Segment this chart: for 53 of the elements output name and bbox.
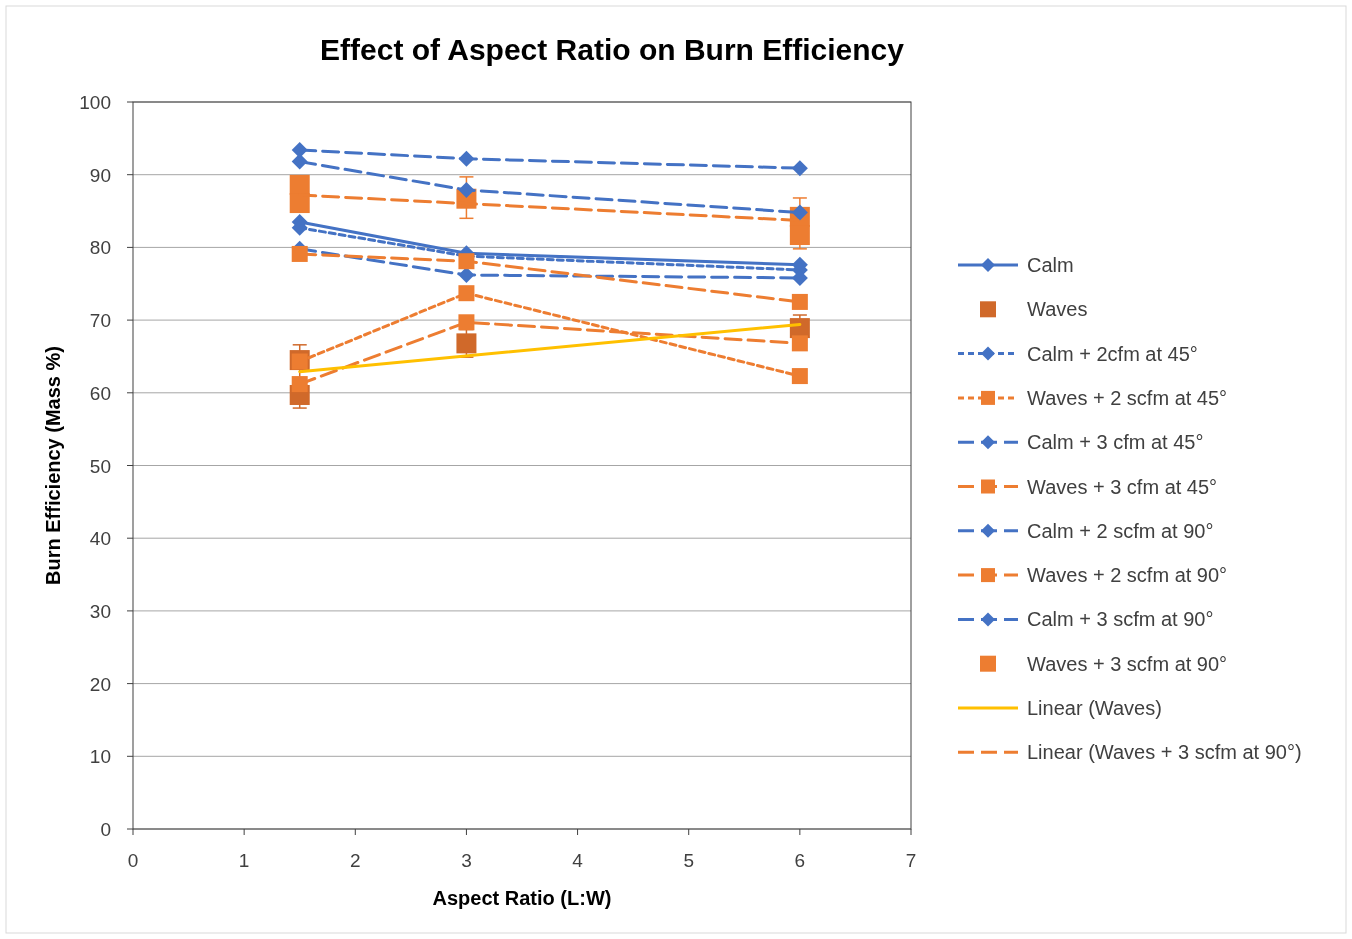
- y-tick-label: 80: [89, 237, 111, 259]
- point: [458, 314, 475, 331]
- point: [291, 141, 308, 158]
- point: [791, 335, 808, 352]
- point: [291, 245, 308, 262]
- x-tick-label: 5: [683, 850, 694, 871]
- x-tick-label: 6: [794, 850, 806, 871]
- x-tick-label: 7: [905, 850, 917, 871]
- x-tick-label: 1: [238, 850, 250, 871]
- x-tick-label: 0: [127, 850, 139, 871]
- point: [291, 376, 308, 393]
- legend-label: Waves + 3 scfm at 90°: [1027, 652, 1228, 675]
- y-axis-title: Burn Efficiency (Mass %): [42, 346, 64, 585]
- x-tick-label: 4: [572, 850, 584, 871]
- point: [291, 153, 308, 170]
- legend-label: Calm: [1027, 254, 1074, 276]
- point: [791, 160, 808, 177]
- point: [791, 368, 808, 385]
- y-tick-label: 50: [89, 455, 111, 477]
- legend-label: Calm + 3 scfm at 90°: [1027, 608, 1214, 631]
- y-tick-label: 40: [89, 528, 111, 550]
- y-tick-label: 10: [89, 746, 111, 768]
- y-tick-label: 60: [89, 382, 111, 404]
- legend-label: Calm + 2cfm at 45°: [1027, 342, 1198, 365]
- point: [791, 293, 808, 310]
- x-axis-title: Aspect Ratio (L:W): [432, 887, 612, 909]
- legend-label: Calm + 3 cfm at 45°: [1027, 431, 1204, 454]
- point: [789, 225, 810, 246]
- point: [289, 193, 310, 214]
- legend-label: Calm + 2 scfm at 90°: [1027, 519, 1214, 542]
- point: [458, 267, 475, 284]
- legend-label: Waves: [1027, 298, 1088, 321]
- y-tick-label: 90: [89, 164, 111, 186]
- point: [458, 285, 475, 302]
- chart-title: Effect of Aspect Ratio on Burn Efficiency: [320, 33, 905, 66]
- point: [458, 150, 475, 167]
- point: [458, 181, 475, 198]
- y-tick-label: 100: [79, 92, 111, 113]
- x-tick-label: 2: [350, 850, 361, 871]
- y-tick-label: 0: [100, 819, 111, 840]
- point: [456, 333, 477, 354]
- y-tick-label: 30: [89, 600, 111, 622]
- x-tick-label: 3: [461, 850, 472, 871]
- legend-label: Linear (Waves): [1027, 697, 1162, 719]
- y-tick-label: 70: [89, 310, 111, 332]
- legend-label: Waves + 2 scfm at 45°: [1027, 386, 1228, 409]
- point: [289, 174, 310, 195]
- legend-label: Linear (Waves + 3 scfm at 90°): [1027, 741, 1302, 764]
- legend-label: Waves + 3 cfm at 45°: [1027, 475, 1218, 498]
- y-tick-label: 20: [89, 673, 111, 695]
- legend-label: Waves + 2 scfm at 90°: [1027, 564, 1228, 587]
- point: [458, 253, 475, 270]
- point: [791, 204, 808, 221]
